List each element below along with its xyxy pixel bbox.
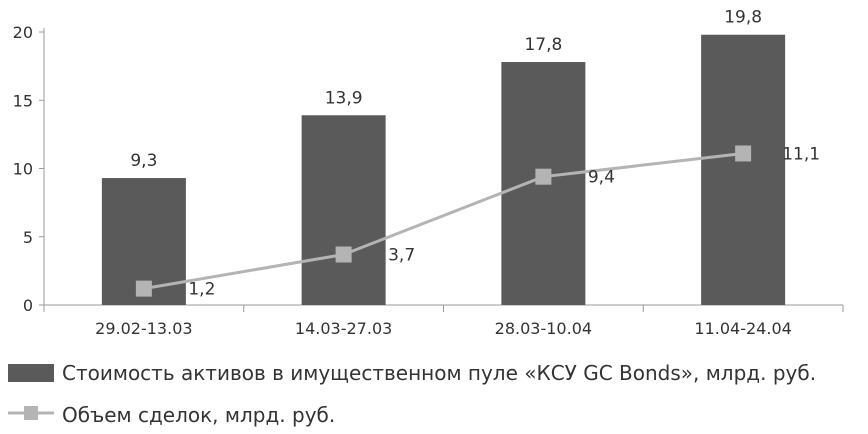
- legend-bar-label: Стоимость активов в имущественном пуле «…: [62, 361, 816, 385]
- bar-data-label: 19,8: [724, 8, 762, 28]
- x-tick-label: 29.02-13.03: [95, 319, 192, 338]
- legend: Стоимость активов в имущественном пуле «…: [8, 361, 816, 427]
- bar-data-label: 9,3: [130, 151, 157, 171]
- bar-data-label: 13,9: [325, 88, 363, 108]
- y-tick-label: 20: [13, 23, 33, 42]
- y-tick-label: 10: [13, 160, 33, 179]
- line-series: [143, 151, 744, 291]
- legend-line-marker: [24, 406, 38, 420]
- line-data-label: 11,1: [782, 144, 820, 164]
- x-tick-label: 28.03-10.04: [495, 319, 592, 338]
- x-tick-label: 14.03-27.03: [295, 319, 392, 338]
- bar: [701, 34, 786, 305]
- plot-area: 0 5 10 15 20 29.02-13.03 14.03-27.03 28.03-10.0…: [13, 8, 844, 338]
- y-tick-label: 0: [23, 296, 33, 315]
- line-data-label: 1,2: [188, 280, 215, 300]
- line-point: [535, 168, 552, 185]
- y-tick-label: 5: [23, 228, 33, 247]
- x-tick-label: 11.04-24.04: [694, 319, 791, 338]
- line-point: [735, 145, 752, 162]
- line-point: [135, 280, 152, 297]
- line-data-label: 3,7: [388, 245, 415, 265]
- line-data-label: 9,4: [588, 168, 615, 188]
- bar-data-label: 17,8: [524, 35, 562, 55]
- y-tick-label: 15: [13, 91, 33, 110]
- legend-bar-swatch: [8, 364, 54, 382]
- bar: [301, 115, 386, 305]
- legend-line-label: Объем сделок, млрд. руб.: [62, 403, 335, 427]
- line-point: [335, 246, 352, 263]
